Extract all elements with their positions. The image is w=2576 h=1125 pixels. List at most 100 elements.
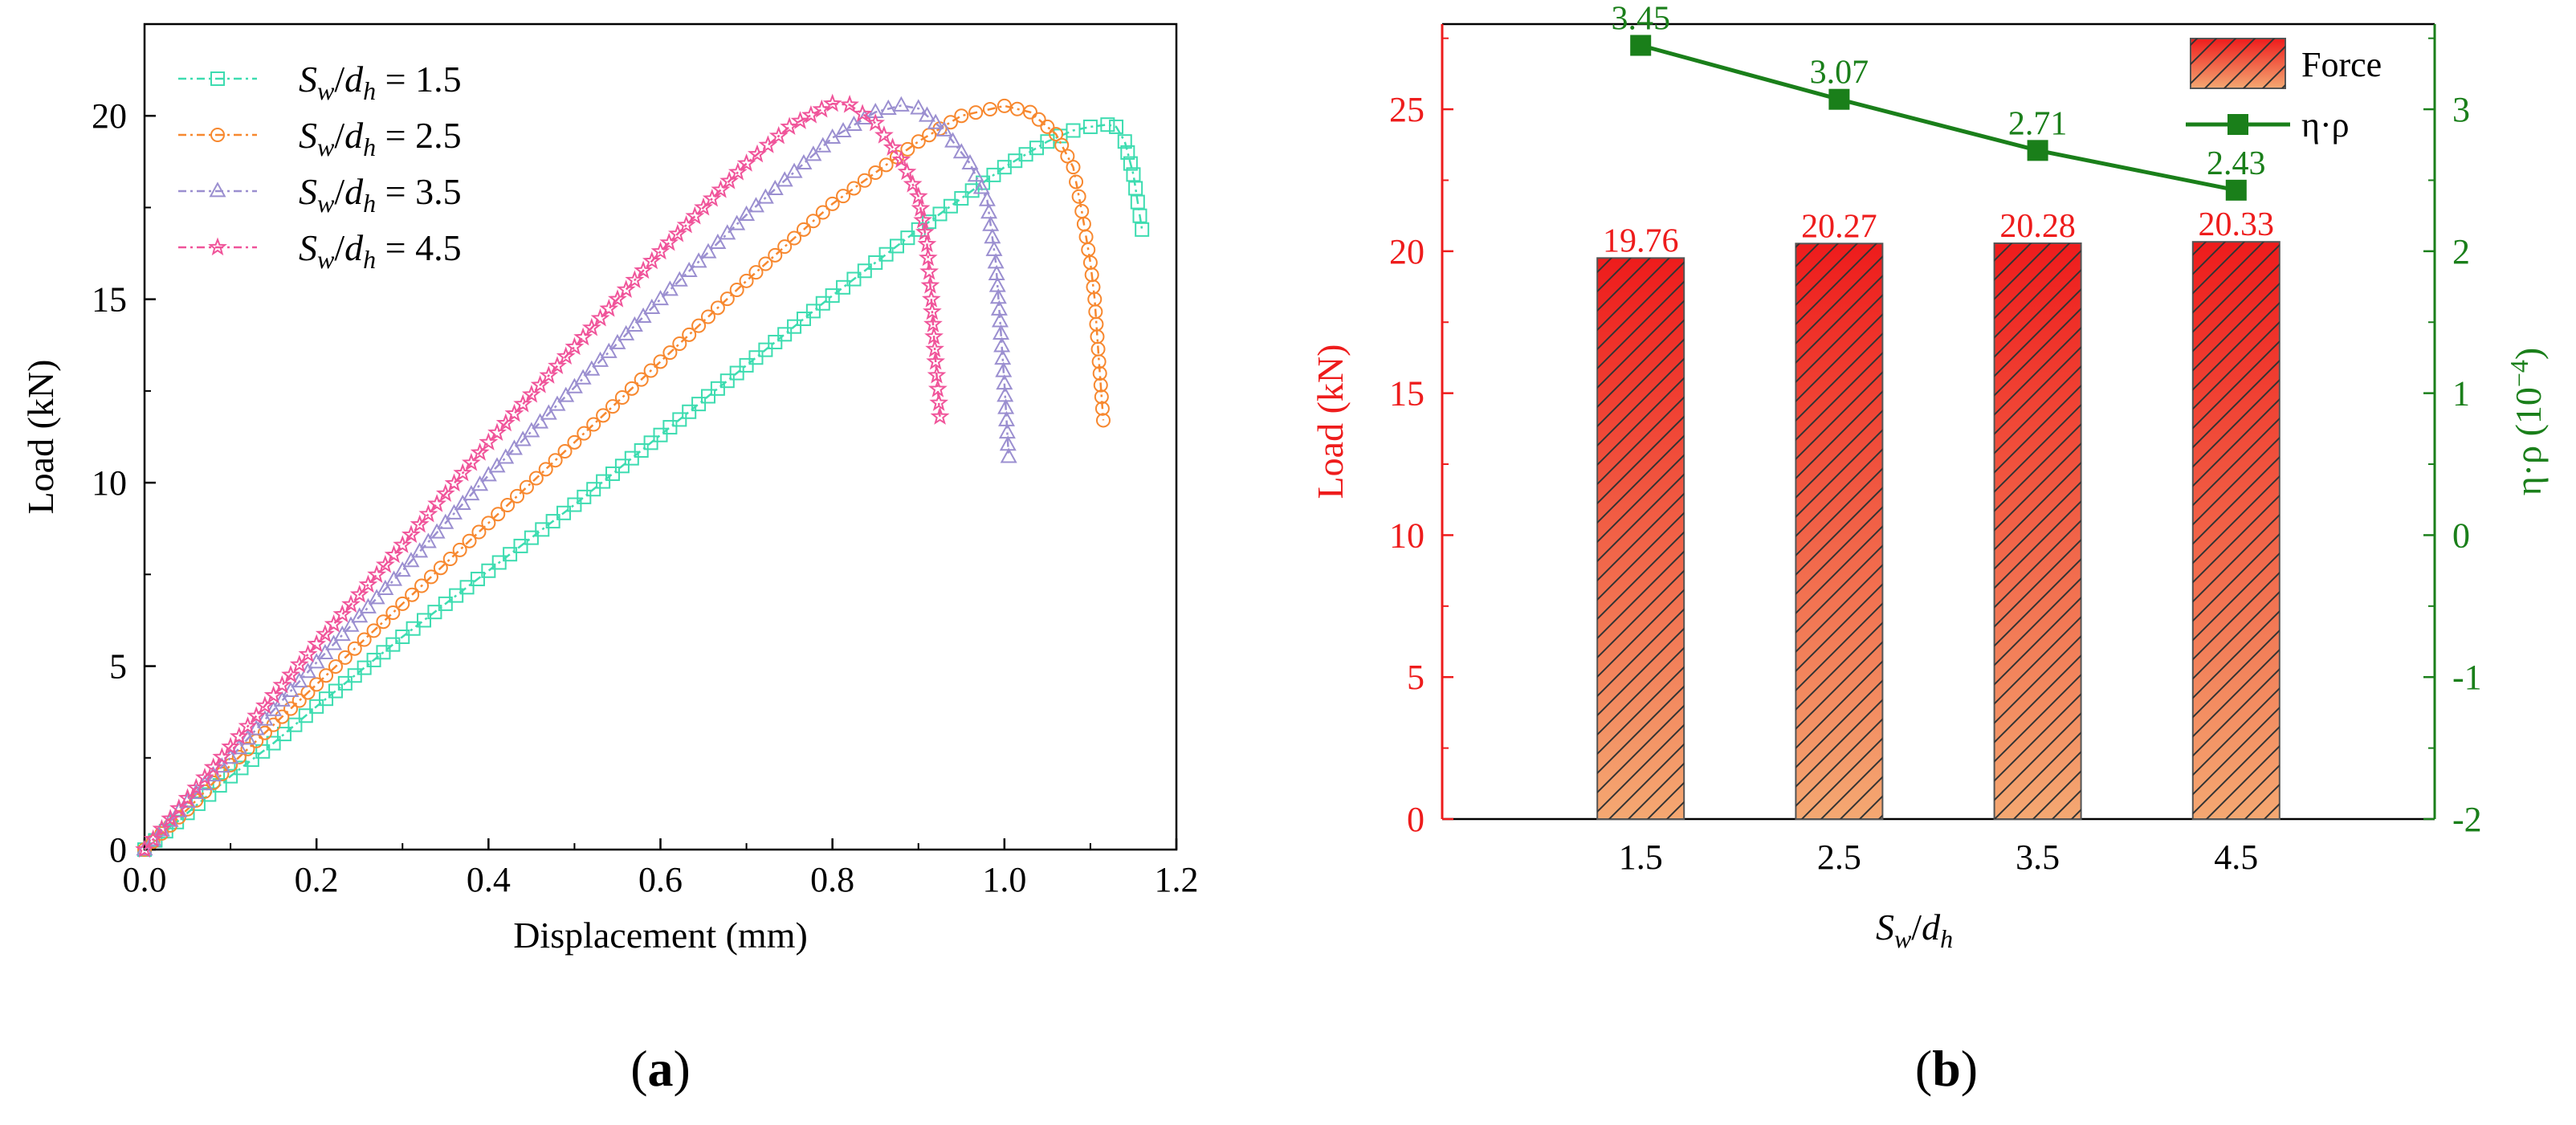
y-tick-label-a: 5 bbox=[109, 647, 127, 687]
data-point-a bbox=[524, 530, 539, 545]
bar-value-label: 19.76 bbox=[1603, 222, 1679, 259]
data-point-a bbox=[634, 443, 649, 459]
data-point-a bbox=[532, 413, 549, 429]
data-point-a bbox=[459, 580, 475, 595]
data-point-a bbox=[337, 675, 353, 691]
eta-rho-point bbox=[1828, 88, 1850, 110]
data-point-a bbox=[462, 452, 481, 471]
eta-rho-value-label: 2.43 bbox=[2207, 145, 2266, 182]
data-point-a bbox=[866, 112, 886, 132]
data-point-a bbox=[668, 223, 687, 243]
data-point-a bbox=[337, 650, 353, 665]
data-point-a bbox=[470, 442, 490, 461]
legend-label-a: Sw/dh = 3.5 bbox=[299, 171, 462, 218]
data-point-a bbox=[1066, 123, 1081, 138]
data-point-a bbox=[1094, 401, 1110, 416]
data-point-a bbox=[728, 162, 748, 181]
series-line-eta-rho bbox=[1640, 43, 2237, 193]
data-point-a bbox=[768, 247, 783, 263]
data-point-a bbox=[586, 417, 601, 432]
legend-text-part: S bbox=[299, 115, 317, 156]
data-point-a bbox=[868, 165, 883, 181]
data-point-a bbox=[273, 691, 291, 707]
legend-text-part: w bbox=[317, 189, 335, 218]
data-point-a bbox=[1040, 119, 1055, 134]
data-point-a bbox=[680, 261, 698, 278]
data-point-a bbox=[152, 818, 172, 838]
data-point-a bbox=[930, 406, 950, 425]
legend-label-force: Force bbox=[2301, 45, 2382, 84]
data-point-a bbox=[385, 605, 401, 621]
data-point-a bbox=[634, 260, 653, 279]
data-point-a bbox=[929, 393, 949, 411]
data-point-a bbox=[917, 234, 937, 253]
data-point-a bbox=[309, 699, 324, 714]
data-point-a bbox=[281, 664, 300, 683]
data-point-a bbox=[1066, 160, 1081, 175]
data-point-a bbox=[659, 232, 679, 251]
data-point-a bbox=[711, 179, 731, 198]
panel-label-paren: ( bbox=[1915, 1040, 1932, 1097]
data-point-a bbox=[275, 709, 290, 724]
y2-tick-label-b: 3 bbox=[2452, 90, 2470, 129]
data-point-a bbox=[395, 630, 410, 645]
data-point-a bbox=[911, 134, 926, 149]
data-point-a bbox=[513, 393, 533, 413]
data-point-a bbox=[495, 413, 516, 432]
data-point-a bbox=[1069, 174, 1084, 190]
data-point-a bbox=[272, 675, 292, 694]
data-point-a bbox=[702, 189, 722, 207]
panel-label-letter: a bbox=[648, 1040, 674, 1097]
legend-text-part: = 3.5 bbox=[376, 171, 461, 212]
data-point-a bbox=[1092, 365, 1107, 381]
data-point-a bbox=[234, 760, 249, 776]
data-point-a bbox=[231, 749, 247, 764]
data-point-a bbox=[700, 389, 715, 404]
data-point-a bbox=[982, 101, 997, 116]
data-point-a bbox=[349, 585, 369, 603]
data-point-a bbox=[514, 430, 532, 446]
data-point-a bbox=[583, 360, 601, 376]
eta-rho-value-label: 2.71 bbox=[2008, 105, 2068, 142]
x-tick-label-b: 3.5 bbox=[2016, 838, 2060, 877]
panel-label-letter: b bbox=[1932, 1040, 1961, 1097]
legend-swatch-hatch bbox=[2191, 39, 2285, 88]
data-point-a bbox=[918, 247, 938, 267]
data-point-a bbox=[710, 381, 725, 396]
data-point-a bbox=[662, 420, 678, 435]
x-tick-label-a: 0.6 bbox=[638, 860, 683, 899]
legend-text-part: h bbox=[363, 76, 376, 105]
y2-tick-label-b: 1 bbox=[2452, 374, 2470, 414]
data-point-a bbox=[596, 408, 611, 423]
data-point-a bbox=[984, 228, 1001, 244]
data-point-a bbox=[1100, 117, 1115, 132]
data-point-a bbox=[748, 350, 764, 365]
data-point-a bbox=[367, 565, 387, 583]
data-point-a bbox=[565, 336, 585, 356]
legend-text-part: S bbox=[299, 59, 317, 100]
data-point-a bbox=[777, 239, 793, 255]
data-point-a bbox=[592, 351, 609, 367]
data-point-a bbox=[913, 210, 932, 229]
data-point-a bbox=[282, 681, 300, 698]
data-point-a bbox=[814, 137, 832, 153]
data-point-a bbox=[519, 479, 534, 495]
eta-rho-value-label: 3.07 bbox=[1810, 55, 1869, 92]
data-point-a bbox=[626, 316, 643, 332]
data-point-a bbox=[291, 693, 307, 708]
data-point-a bbox=[463, 485, 480, 501]
x-tick-label-a: 0.2 bbox=[295, 860, 339, 899]
data-point-a bbox=[567, 434, 582, 450]
data-point-a bbox=[739, 273, 754, 288]
data-point-a bbox=[177, 788, 198, 807]
data-point-a bbox=[433, 560, 448, 576]
series-a-4.5 bbox=[135, 93, 950, 858]
data-point-a bbox=[672, 336, 687, 352]
x-label-part: d bbox=[1922, 907, 1941, 948]
data-point-a bbox=[729, 282, 744, 297]
data-point-a bbox=[921, 289, 941, 308]
data-point-a bbox=[402, 552, 420, 568]
y2-label-part: ) bbox=[2508, 348, 2549, 360]
data-point-a bbox=[316, 643, 334, 659]
legend-text-part: w bbox=[317, 132, 335, 161]
